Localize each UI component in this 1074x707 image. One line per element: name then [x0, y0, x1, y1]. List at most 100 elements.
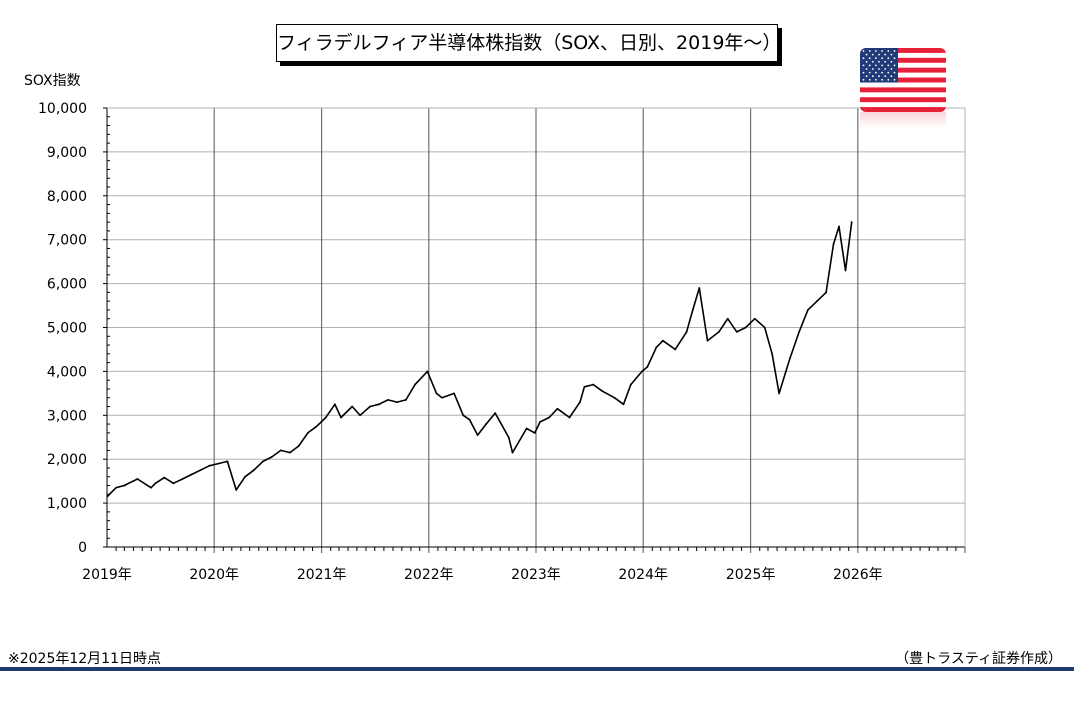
data-point: [613, 396, 616, 399]
y-axis-label: SOX指数: [24, 73, 81, 89]
data-point: [154, 482, 157, 485]
y-tick-label: 10,000: [38, 101, 87, 117]
data-point: [199, 469, 202, 472]
data-point: [190, 473, 193, 476]
y-tick-label: 7,000: [47, 233, 87, 249]
data-point: [511, 451, 514, 454]
data-point: [172, 482, 175, 485]
data-point: [798, 330, 800, 333]
data-point: [494, 412, 497, 415]
data-point: [622, 403, 625, 406]
x-tick-label: 2026年: [833, 567, 883, 583]
y-tick-label: 2,000: [47, 452, 87, 468]
data-point: [850, 221, 853, 224]
data-point: [646, 366, 649, 368]
data-point: [601, 390, 604, 393]
data-point: [462, 414, 465, 417]
data-point: [217, 462, 220, 465]
data-point: [150, 486, 152, 489]
sox-series-line: [106, 221, 853, 498]
data-point: [548, 416, 551, 419]
data-point: [691, 309, 694, 311]
data-point: [533, 431, 536, 434]
data-point: [333, 403, 336, 406]
data-point: [778, 392, 781, 395]
data-point: [661, 339, 664, 342]
data-point: [763, 326, 766, 329]
source-credit: （豊トラスティ証券作成）: [895, 651, 1062, 667]
x-tick-label: 2023年: [511, 567, 561, 583]
data-point: [123, 484, 126, 487]
data-point: [844, 269, 847, 272]
footnote-date: ※2025年12月11日時点: [8, 651, 161, 667]
data-point: [359, 414, 362, 417]
x-tick-label: 2025年: [726, 567, 776, 583]
data-point: [674, 348, 677, 351]
y-tick-label: 9,000: [47, 145, 87, 161]
data-point: [718, 330, 720, 333]
data-point: [351, 405, 354, 408]
y-tick-label: 6,000: [47, 277, 87, 293]
data-point: [181, 478, 184, 480]
data-point: [592, 383, 595, 386]
data-point: [816, 300, 818, 303]
data-point: [753, 317, 756, 320]
x-tick-label: 2021年: [297, 567, 347, 583]
y-tick-label: 0: [78, 540, 87, 556]
y-tick-label: 8,000: [47, 189, 87, 205]
data-point: [208, 464, 211, 467]
footer-divider: [0, 667, 1074, 671]
data-point: [807, 309, 809, 311]
data-point: [698, 287, 701, 289]
data-point: [340, 416, 342, 419]
data-point: [685, 330, 688, 333]
y-tick-label: 1,000: [47, 496, 87, 512]
data-point: [771, 352, 773, 355]
data-point: [289, 451, 291, 454]
data-point: [825, 291, 828, 294]
data-point: [369, 405, 371, 408]
data-point: [441, 396, 443, 399]
data-point: [838, 225, 840, 228]
data-point: [832, 243, 835, 245]
data-point: [726, 317, 729, 320]
data-point: [396, 401, 399, 404]
data-point: [279, 449, 282, 452]
data-point: [414, 383, 416, 386]
data-point: [556, 407, 559, 410]
chart-plot: 0 1,000 2,000 3,000 4,000 5,000 6,000 7,000 8,00…: [38, 101, 966, 583]
chart-title: フィラデルフィア半導体株指数（SOX、日別、2019年～）: [276, 24, 781, 62]
data-point: [583, 385, 586, 388]
data-point: [235, 489, 238, 491]
data-point: [306, 431, 309, 434]
data-point: [476, 434, 479, 436]
data-point: [655, 346, 658, 349]
data-point: [405, 399, 407, 401]
data-point: [270, 456, 273, 458]
data-point: [641, 370, 643, 373]
data-point: [136, 478, 139, 480]
y-tick-label: 4,000: [47, 364, 87, 380]
data-point: [525, 427, 528, 430]
data-point: [539, 420, 542, 423]
data-point: [106, 495, 109, 498]
data-point: [378, 403, 380, 406]
y-tick-label: 5,000: [47, 321, 87, 337]
data-point: [297, 445, 300, 447]
data-point: [435, 392, 438, 395]
data-point: [163, 476, 166, 479]
data-point: [485, 423, 487, 425]
data-point: [252, 469, 255, 472]
data-point: [453, 392, 455, 395]
x-tick-label: 2024年: [618, 567, 668, 583]
data-point: [568, 416, 571, 419]
data-point: [735, 330, 738, 333]
x-tick-label: 2020年: [189, 567, 239, 583]
data-point: [262, 460, 264, 463]
data-point: [789, 357, 791, 360]
us-flag-icon: [860, 48, 946, 128]
data-point: [507, 436, 510, 439]
data-point: [315, 425, 318, 428]
y-tick-label: 3,000: [47, 408, 87, 424]
data-point: [426, 370, 429, 373]
